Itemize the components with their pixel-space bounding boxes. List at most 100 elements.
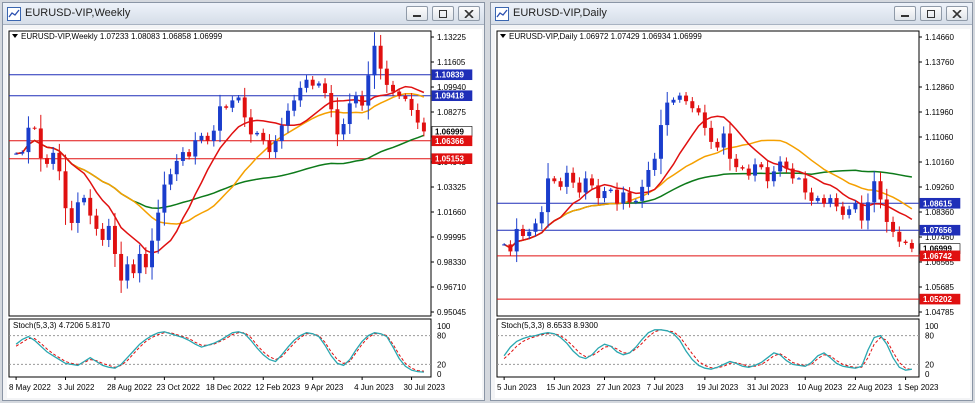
price-tag-label: 1.06999 [435, 127, 464, 136]
candle-body [640, 186, 645, 201]
x-axis-tick-label: 30 Jul 2023 [404, 383, 446, 392]
moving-average-20 [16, 92, 425, 225]
candle-body [310, 79, 315, 86]
candle-body [658, 125, 663, 159]
moving-average-20 [503, 139, 913, 249]
stoch-tick-label: 80 [925, 332, 934, 341]
chart-header-label: EURUSD-VIP,Daily 1.06972 1.07429 1.06934… [509, 32, 702, 41]
price-pane-frame [496, 30, 920, 317]
candle-body [822, 198, 827, 204]
candle-body [106, 225, 111, 240]
minimize-icon [901, 15, 909, 17]
candle-body [596, 185, 601, 199]
candle-body [903, 241, 908, 243]
stoch-main-line [503, 329, 913, 371]
candle-body [765, 167, 770, 182]
x-axis-tick-label: 12 Feb 2023 [255, 383, 300, 392]
minimize-button[interactable] [406, 6, 428, 21]
candle-body [298, 87, 303, 101]
candle-body [520, 228, 525, 236]
window-title: EURUSD-VIP,Daily [513, 7, 607, 19]
candle-body [45, 157, 49, 164]
candle-body [627, 192, 632, 203]
candle-body [633, 200, 638, 203]
x-axis-tick-label: 18 Dec 2022 [206, 383, 252, 392]
y-axis-tick-label: 0.98330 [437, 258, 466, 267]
chart-window-daily[interactable]: EURUSD-VIP,Daily 1.14660 1.13760 1.12860 1.… [490, 2, 973, 401]
header-arrow-icon [500, 34, 506, 38]
x-axis-tick-label: 9 Apr 2023 [305, 383, 344, 392]
y-axis-tick-label: 1.13760 [925, 58, 954, 67]
y-axis-tick-label: 1.14660 [925, 33, 954, 42]
minimize-button[interactable] [894, 6, 916, 21]
restore-button[interactable] [432, 6, 454, 21]
candle-body [360, 95, 365, 106]
daily-price-chart[interactable]: 1.14660 1.13760 1.12860 1.11960 1.11060 1.101… [495, 29, 970, 398]
y-axis-tick-label: 0.95045 [437, 308, 466, 317]
candle-body [421, 122, 426, 132]
price-tag [919, 293, 961, 305]
candle-body [279, 125, 284, 142]
price-tag-label: 1.06742 [923, 252, 952, 261]
candle-body [564, 172, 569, 187]
price-tag-label: 1.06366 [435, 137, 464, 146]
candle-body [878, 181, 883, 200]
y-axis-tick-label: 1.09940 [437, 83, 466, 92]
candle-body [51, 152, 56, 164]
candle-body [571, 172, 576, 183]
stoch-tick-label: 20 [437, 360, 446, 369]
candle-body [403, 95, 408, 99]
candle-body [884, 199, 889, 222]
price-tag [919, 250, 961, 262]
candle-body [853, 203, 858, 210]
candle-body [156, 212, 161, 241]
candle-body [615, 189, 620, 204]
candle-body [353, 95, 358, 104]
candle-body [168, 174, 173, 185]
candle-body [702, 112, 707, 128]
candle-body [137, 253, 142, 274]
candle-body [721, 133, 726, 148]
candle-body [602, 191, 607, 199]
moving-average-10 [503, 115, 913, 249]
candle-body [621, 192, 626, 204]
candle-body [384, 68, 389, 85]
weekly-price-chart[interactable]: 1.132251.116051.099401.082751.066101.049… [7, 29, 482, 398]
candle-body [684, 95, 689, 102]
price-tag-label: 1.05153 [435, 155, 464, 164]
price-tag-label: 1.09418 [435, 92, 464, 101]
stoch-label: Stoch(5,3,3) 8.6533 8.9300 [501, 321, 599, 330]
candle-body [546, 178, 551, 213]
chart-window-icon [495, 7, 509, 21]
candle-body [131, 264, 136, 274]
stoch-label: Stoch(5,3,3) 4.7206 5.8170 [13, 321, 111, 330]
price-tag [431, 153, 473, 164]
y-axis-tick-label: 1.04785 [925, 308, 954, 317]
chart-window-weekly[interactable]: EURUSD-VIP,Weekly 1.13225 1.11605 1.09940 1… [2, 2, 485, 401]
candle-body [211, 130, 216, 142]
close-button[interactable] [946, 6, 968, 21]
stoch-tick-label: 100 [925, 322, 939, 331]
price-tag [919, 197, 961, 209]
close-button[interactable] [458, 6, 480, 21]
candle-body [224, 106, 229, 108]
candle-body [753, 164, 758, 176]
y-axis-tick-label: 1.09260 [925, 183, 954, 192]
x-axis-tick-label: 8 May 2022 [9, 383, 51, 392]
x-axis-tick-label: 3 Jul 2022 [58, 383, 95, 392]
candle-body [150, 240, 155, 268]
candle-body [859, 203, 864, 221]
price-tag-label: 1.06999 [923, 245, 952, 254]
candle-body [696, 108, 701, 113]
candle-body [715, 141, 720, 148]
candle-body [690, 101, 695, 109]
candle-body [552, 178, 557, 182]
candle-body [677, 95, 682, 100]
window-titlebar[interactable]: EURUSD-VIP,Daily [491, 3, 972, 25]
candle-body [608, 189, 613, 192]
candle-body [143, 253, 148, 268]
window-titlebar[interactable]: EURUSD-VIP,Weekly [3, 3, 484, 25]
candle-body [292, 100, 297, 111]
candle-body [366, 75, 371, 106]
restore-button[interactable] [920, 6, 942, 21]
